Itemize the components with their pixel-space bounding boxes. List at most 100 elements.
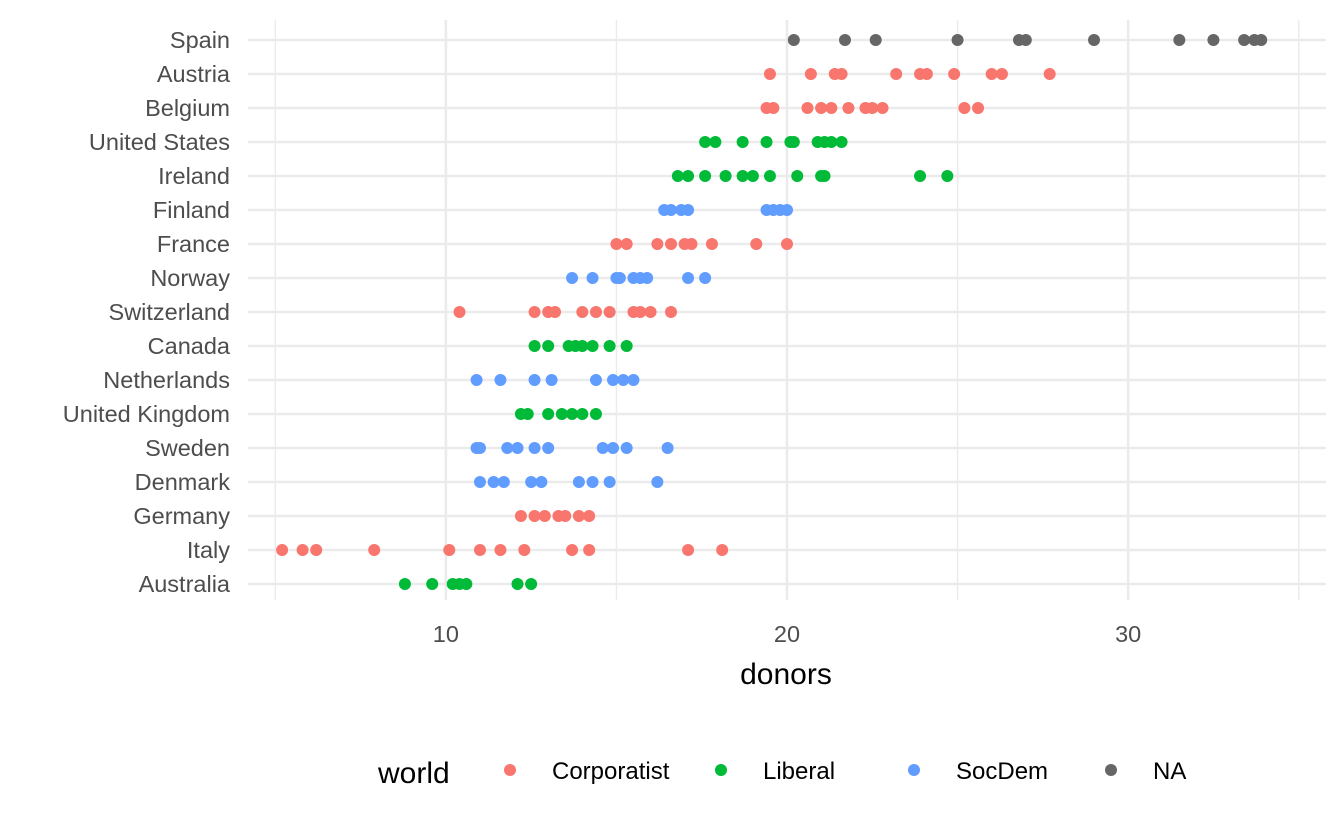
legend-key [504,764,516,776]
data-point [685,238,698,250]
data-point [470,374,483,386]
data-point [586,272,599,284]
data-point [750,238,763,250]
data-point [620,238,633,250]
y-tick-label: Ireland [158,163,230,189]
data-point [665,204,678,216]
legend: world Corporatist Liberal SocDem NA [377,757,1186,790]
data-point [951,34,964,46]
data-point [501,442,514,454]
data-point [603,306,616,318]
data-point [651,476,664,488]
data-point [542,408,555,420]
data-point [497,476,510,488]
x-axis-labels: 10 20 30 [433,621,1141,647]
y-tick-label: United States [89,129,230,155]
data-point [736,136,749,148]
y-tick-label: France [157,231,230,257]
data-point [535,476,548,488]
data-point [651,238,664,250]
y-tick-label: Sweden [145,435,230,461]
data-point [767,102,780,114]
data-point [566,408,579,420]
data-point [1019,34,1032,46]
data-point [518,544,531,556]
data-point [528,374,541,386]
data-point [555,408,568,420]
data-point [525,476,538,488]
data-point [671,170,684,182]
data-point [866,102,879,114]
data-point [576,306,589,318]
data-point [705,238,718,250]
data-point [972,102,985,114]
data-point [586,476,599,488]
data-point [368,544,381,556]
data-point [876,102,889,114]
data-point [958,102,971,114]
legend-label: Corporatist [552,758,670,785]
data-point [617,374,630,386]
data-point [1173,34,1186,46]
data-point [620,442,633,454]
data-point [453,306,466,318]
data-point [514,510,527,522]
data-point [985,68,998,80]
data-point [494,374,507,386]
legend-key [908,764,920,776]
data-point [538,510,551,522]
data-point [825,136,838,148]
y-tick-label: United Kingdom [63,401,230,427]
y-tick-label: Finland [153,197,230,223]
data-point [528,340,541,352]
data-point [920,68,933,80]
data-point [682,544,695,556]
data-point [542,340,555,352]
data-point [572,510,585,522]
data-point [1088,34,1101,46]
data-point [603,340,616,352]
data-point [443,544,456,556]
data-point [310,544,323,556]
data-point [719,170,732,182]
data-point [818,170,831,182]
grid-lines [248,20,1326,600]
data-point [473,544,486,556]
x-tick-label: 20 [774,621,800,647]
data-point [682,204,695,216]
data-point [528,510,541,522]
data-point [1255,34,1268,46]
data-point [787,136,800,148]
data-point [521,408,534,420]
x-axis-title: donors [740,658,832,691]
data-point [426,578,439,590]
data-point [804,68,817,80]
x-tick-label: 30 [1115,621,1141,647]
data-point [787,34,800,46]
legend-title: world [377,757,450,790]
x-tick-label: 10 [433,621,459,647]
y-tick-label: Belgium [145,95,230,121]
data-point [542,442,555,454]
data-point [610,238,623,250]
data-point [589,408,602,420]
data-point [644,306,657,318]
data-point [607,374,620,386]
data-points [276,34,1268,590]
data-point [835,136,848,148]
data-point [699,272,712,284]
data-point [641,272,654,284]
legend-label: Liberal [763,758,835,785]
data-point [1043,68,1056,80]
data-point [586,340,599,352]
data-point [603,476,616,488]
data-point [576,340,589,352]
y-tick-label: Canada [148,333,231,359]
data-point [781,204,793,216]
data-point [995,68,1008,80]
data-point [825,102,838,114]
data-point [589,374,602,386]
data-point [763,170,776,182]
data-point [511,578,524,590]
